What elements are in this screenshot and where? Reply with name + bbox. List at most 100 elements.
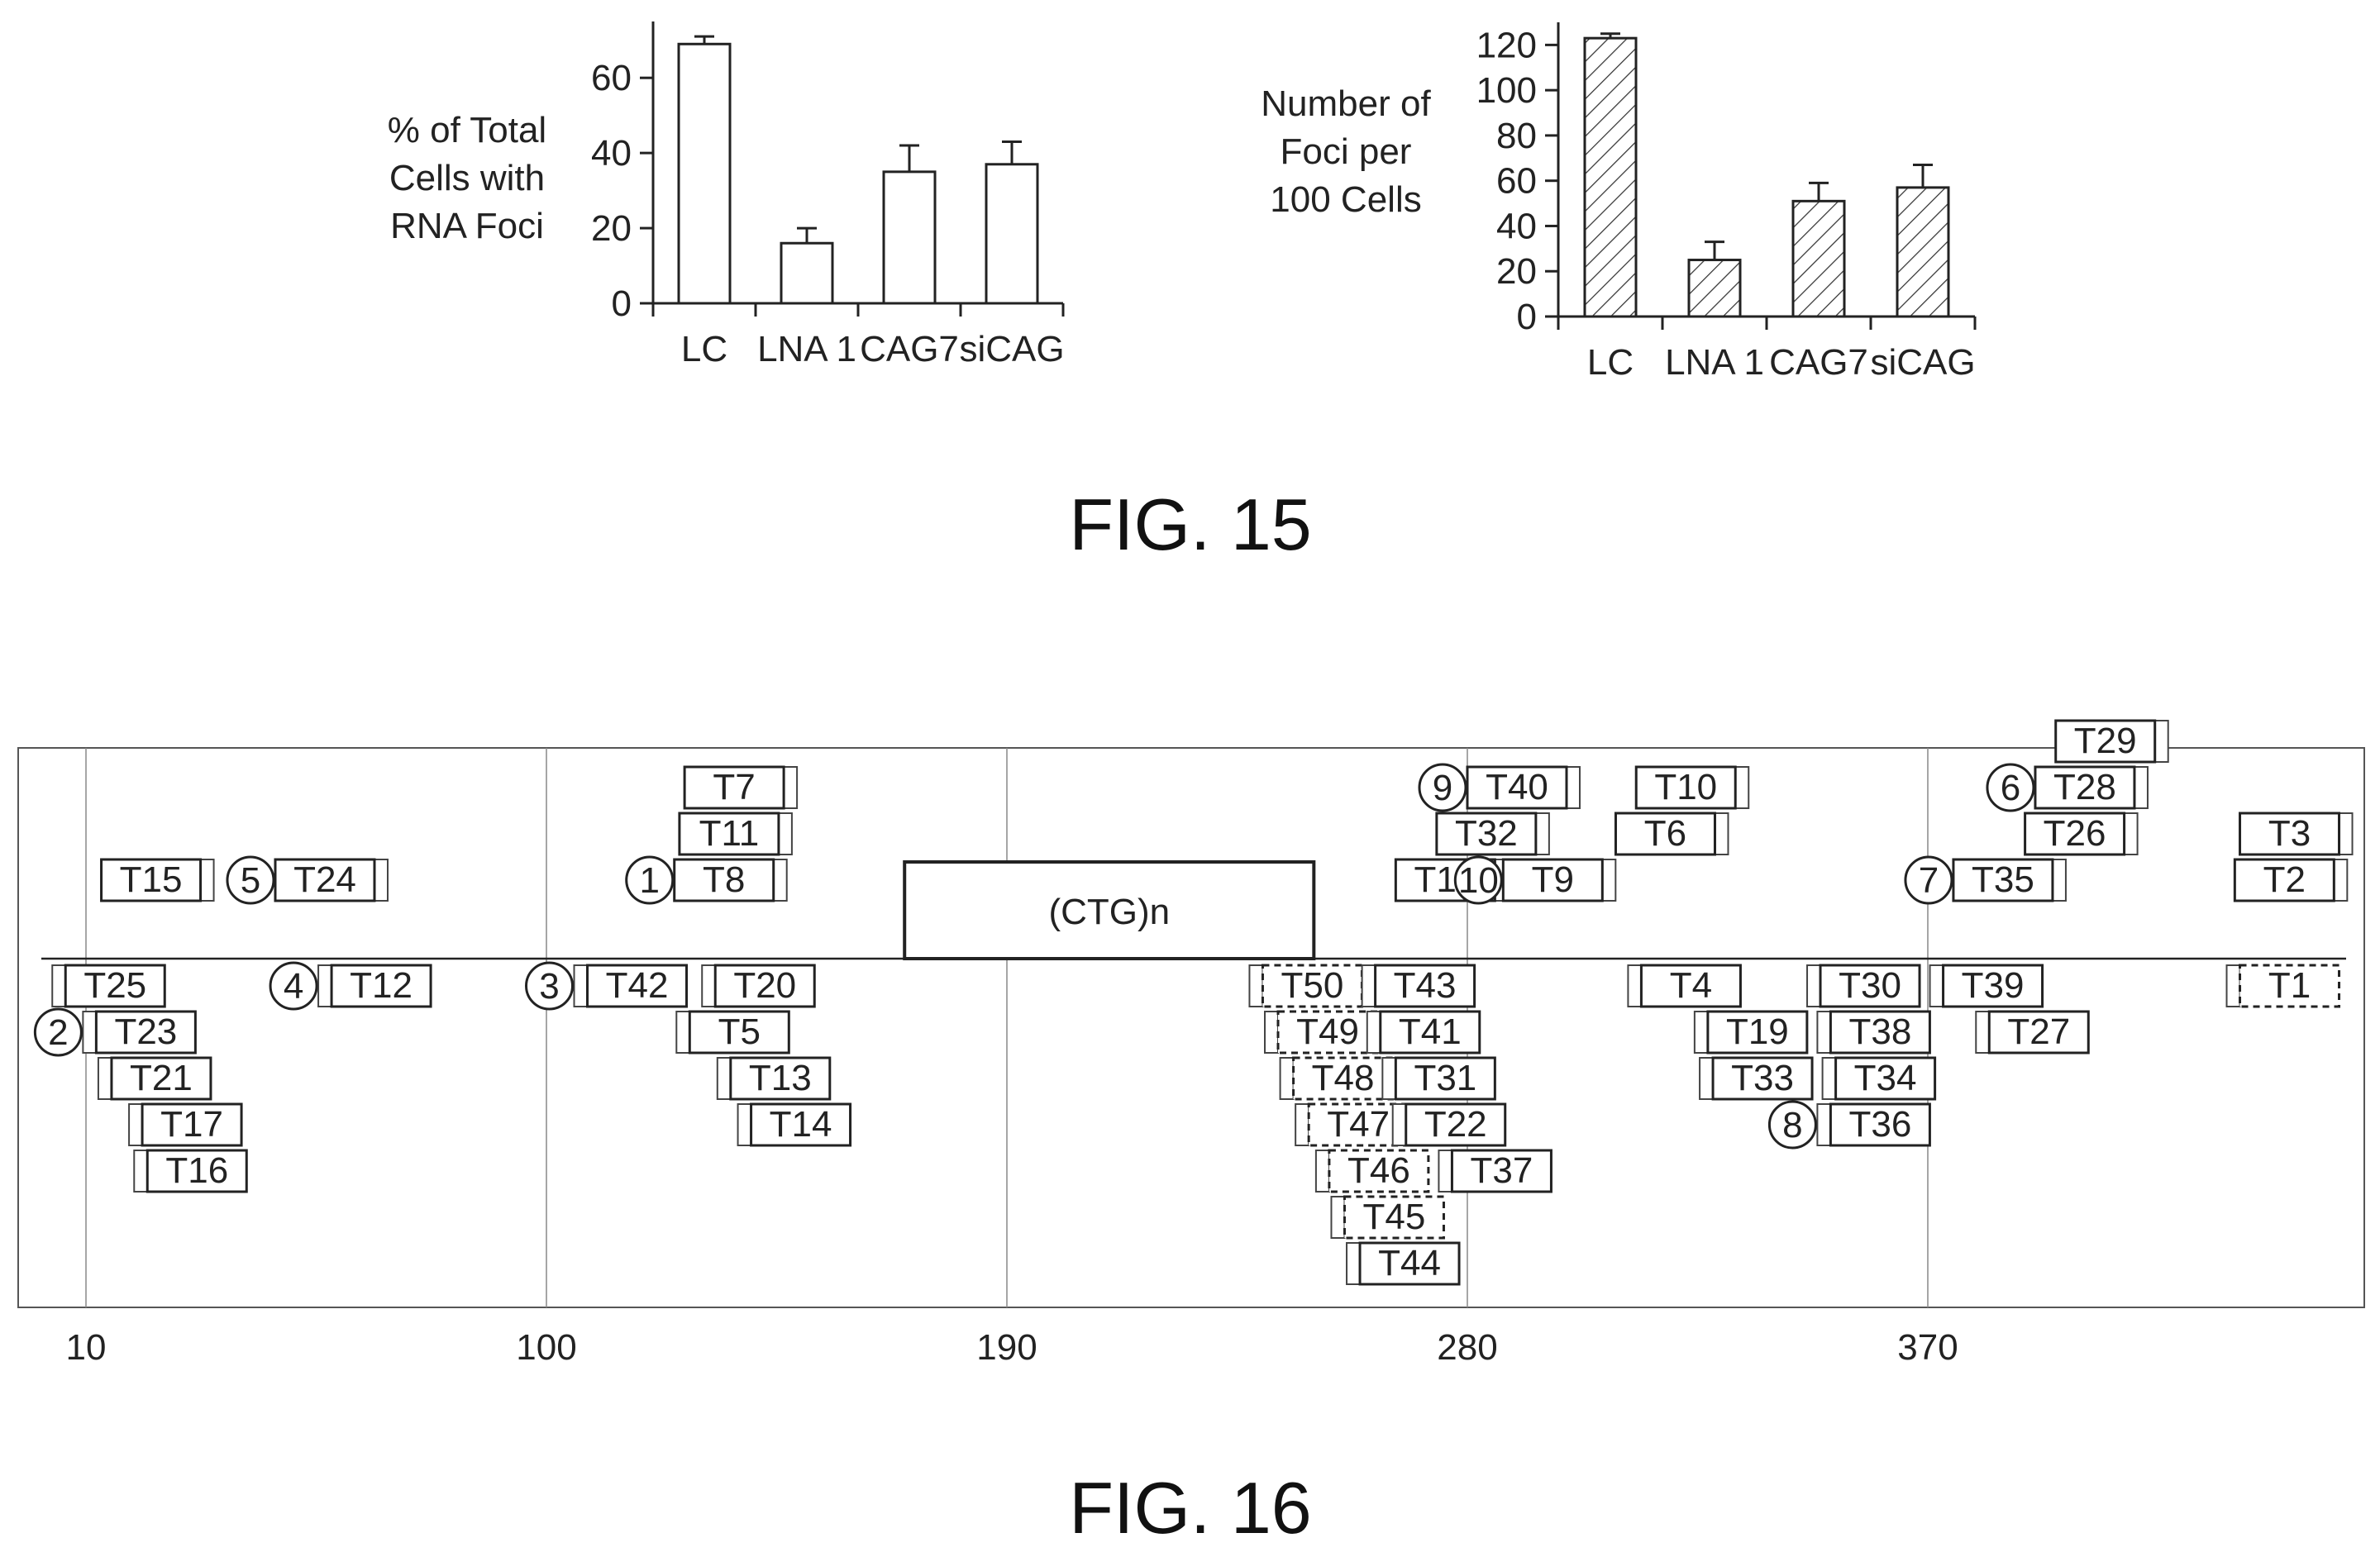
bar (780, 241, 834, 305)
target-tail (1314, 1150, 1330, 1193)
target-box (1639, 964, 1742, 1008)
rank-marker-label: 10 (1458, 860, 1499, 901)
axis-tick-label: 100 (516, 1327, 576, 1368)
rank-marker-label: 3 (539, 966, 559, 1007)
target-t37: T37 (1438, 1149, 1552, 1193)
rank-marker-circle (525, 961, 575, 1011)
target-box (673, 858, 775, 902)
target-t25: T25 (51, 964, 166, 1008)
target-tail (1366, 1011, 1381, 1054)
target-label: T26 (2044, 813, 2106, 854)
target-tail (2225, 964, 2241, 1007)
target-tail (1534, 812, 1550, 855)
target-t39: T39 (1929, 964, 2044, 1008)
y-tick-label: 60 (591, 58, 632, 98)
target-box (1987, 1010, 2090, 1055)
target-tail (133, 1150, 149, 1193)
target-tail (2123, 812, 2139, 855)
target-label: T50 (1281, 965, 1344, 1006)
target-label: T44 (1378, 1243, 1441, 1283)
target-tail (573, 964, 589, 1007)
target-tail (701, 964, 717, 1007)
category-label: LC (1587, 342, 1634, 383)
target-tail (97, 1057, 112, 1100)
category-label: siCAG (959, 329, 1064, 369)
rank-marker-label: 9 (1433, 768, 1452, 808)
target-box (1292, 1056, 1395, 1101)
target-tail (2051, 859, 2067, 902)
target-t6: T6 (1614, 812, 1729, 856)
target-t21: T21 (97, 1056, 212, 1101)
target-box (1711, 1056, 1814, 1101)
target-box (1450, 1149, 1552, 1193)
target-label: T1 (2268, 965, 2311, 1006)
target-label: T30 (1839, 965, 1901, 1006)
target-t12: T12 4 (269, 961, 432, 1011)
target-label: T14 (770, 1104, 832, 1145)
target-box (145, 1149, 248, 1193)
axis-tick-label: 190 (976, 1327, 1037, 1368)
target-tail (1816, 1103, 1832, 1146)
target-t47: T47 (1295, 1102, 1409, 1147)
target-t23: T23 2 (33, 1007, 197, 1057)
target-tail (675, 1011, 691, 1054)
target-t29: T29 (2054, 719, 2169, 764)
target-tail (1627, 964, 1643, 1007)
target-t41: T41 (1366, 1010, 1481, 1055)
target-label: T39 (1962, 965, 2025, 1006)
target-label: T13 (749, 1058, 812, 1098)
target-t27: T27 (1975, 1010, 2090, 1055)
target-box (100, 858, 203, 902)
target-box (274, 858, 376, 902)
rank-marker-label: 6 (2001, 768, 2020, 808)
category-label: LC (681, 329, 727, 369)
target-label: T33 (1731, 1058, 1794, 1098)
y-tick-label: 0 (612, 283, 632, 324)
category-label: LNA 1 (1665, 342, 1764, 383)
target-box (1819, 964, 1921, 1008)
rank-marker-circle (625, 855, 675, 905)
target-tail (2338, 812, 2354, 855)
target-tail (1438, 1150, 1453, 1193)
target-box (688, 1010, 790, 1055)
bar (1896, 186, 1950, 318)
target-box (1307, 1102, 1409, 1147)
rank-marker-label: 5 (241, 860, 260, 901)
target-label: T3 (2268, 813, 2311, 854)
target-t32: T32 (1435, 812, 1550, 856)
target-box (2054, 719, 2157, 764)
target-box (586, 964, 689, 1008)
target-box (1834, 1056, 1937, 1101)
target-box (1435, 812, 1538, 856)
target-t35: T35 7 (1904, 855, 2067, 905)
target-tail (1279, 1057, 1295, 1100)
target-box (2233, 858, 2335, 902)
target-tail (737, 1103, 752, 1146)
target-label: T6 (1644, 813, 1686, 854)
target-label: T49 (1296, 1012, 1359, 1052)
target-tail (772, 859, 788, 902)
target-tail (1264, 1011, 1280, 1054)
target-box (330, 964, 432, 1008)
target-t45: T45 (1330, 1195, 1445, 1240)
target-t31: T31 (1381, 1056, 1496, 1101)
target-label: T45 (1363, 1197, 1426, 1237)
target-t30: T30 (1806, 964, 1921, 1008)
category-label: CAG7 (1769, 342, 1868, 383)
target-box (64, 964, 166, 1008)
target-label: T15 (120, 859, 183, 900)
target-label: T25 (83, 965, 146, 1006)
ctg-repeat-label: (CTG)n (1048, 892, 1170, 932)
rank-marker-circle (226, 855, 275, 905)
target-tail (1248, 964, 1264, 1007)
rank-marker-circle (1453, 855, 1503, 905)
target-label: T12 (350, 965, 413, 1006)
target-box (1261, 964, 1363, 1008)
fig15-caption: FIG. 15 (1069, 483, 1311, 565)
y-tick-label: 20 (1496, 251, 1537, 292)
target-label: T29 (2074, 721, 2137, 761)
target-t49: T49 (1264, 1010, 1379, 1055)
target-tail (2153, 720, 2169, 763)
target-box (1379, 1010, 1481, 1055)
